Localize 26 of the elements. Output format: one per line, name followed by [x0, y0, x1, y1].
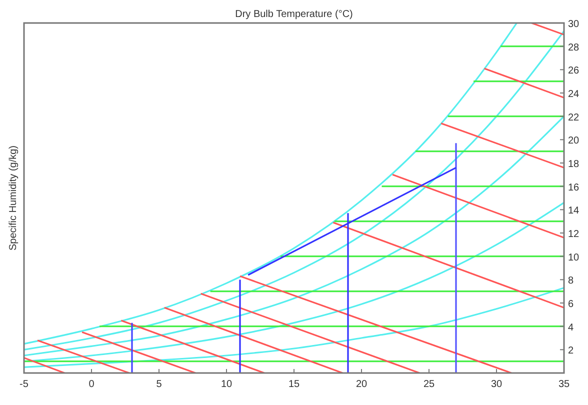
x-tick-label: 10 [220, 379, 232, 390]
y-tick-label: 24 [568, 89, 580, 100]
x-tick-label: 15 [288, 379, 300, 390]
y-tick-label: 22 [568, 112, 580, 124]
x-tick-label: 0 [88, 379, 95, 390]
x-tick-label: 35 [558, 379, 570, 390]
x-axis-title: Dry Bulb Temperature (°C) [235, 9, 353, 20]
x-tick-label: 30 [490, 379, 502, 390]
y-tick-label: 20 [568, 136, 580, 147]
y-tick-label: 18 [568, 159, 580, 170]
y-tick-label: 26 [568, 66, 580, 77]
y-tick-label: 28 [568, 42, 580, 54]
x-tick-label: 20 [356, 379, 368, 390]
x-tick-label: -5 [20, 379, 29, 390]
y-tick-label: 10 [568, 252, 580, 264]
y-tick-label: 30 [568, 19, 580, 30]
y-tick-label: 14 [568, 206, 580, 217]
y-tick-label: 12 [568, 229, 580, 240]
y-tick-label: 4 [568, 322, 574, 334]
y-tick-label: 6 [568, 299, 574, 310]
y-tick-label: 16 [568, 182, 580, 194]
x-tick-label: 25 [423, 379, 435, 390]
y-tick-label: 2 [568, 346, 574, 357]
y-tick-label: 8 [568, 276, 574, 287]
y-axis-title: Specific Humidity (g/kg) [8, 145, 19, 251]
x-tick-label: 5 [156, 379, 162, 390]
